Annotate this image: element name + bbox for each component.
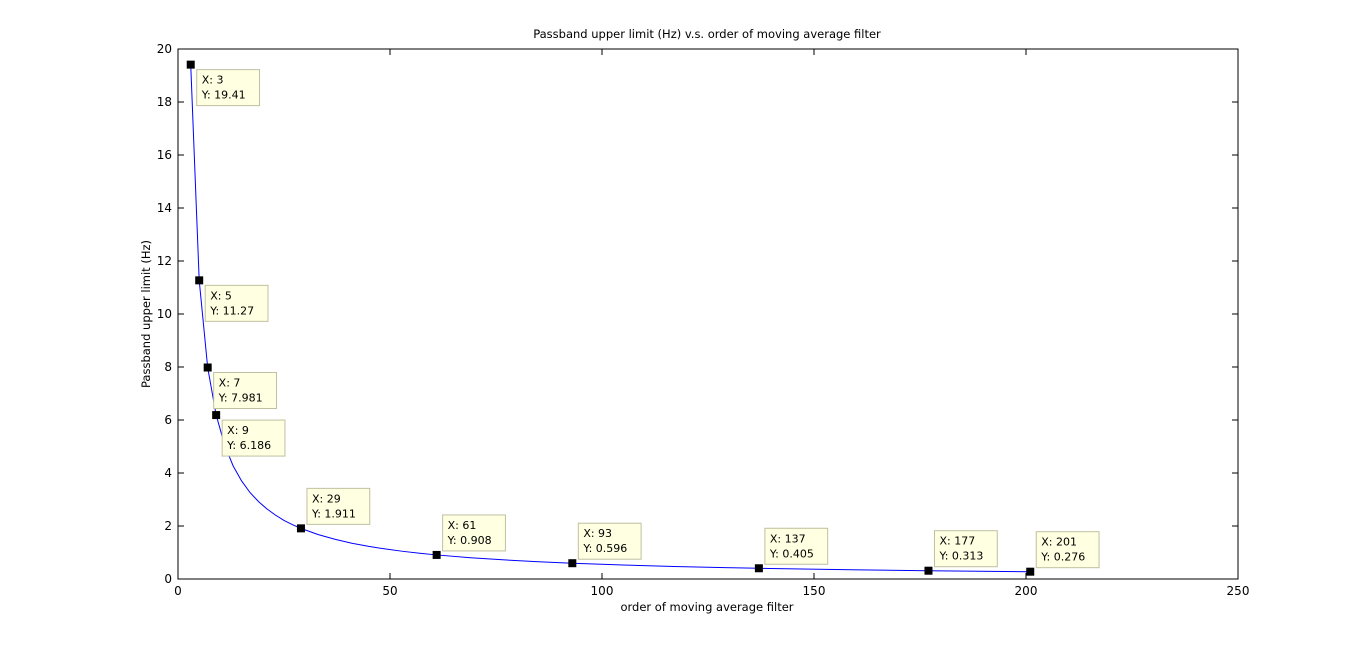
datatip: X: 201 Y: 0.276 bbox=[1026, 531, 1100, 576]
datatip-x-label: X: 3 bbox=[202, 74, 224, 87]
datatip-x-label: X: 29 bbox=[312, 492, 341, 505]
datatip-box bbox=[933, 530, 998, 568]
datatip: X: 9 Y: 6.186 bbox=[212, 411, 286, 457]
datatip-x-label: X: 137 bbox=[770, 532, 806, 545]
y-tick-label: 6 bbox=[164, 413, 172, 427]
series-layer bbox=[190, 64, 1031, 573]
datatip-box bbox=[213, 372, 277, 410]
x-tick-label: 50 bbox=[382, 584, 397, 598]
x-tick-label: 0 bbox=[174, 584, 182, 598]
datatip: X: 29 Y: 1.911 bbox=[296, 487, 371, 533]
series-line bbox=[190, 64, 1031, 573]
datatip-box bbox=[306, 487, 371, 525]
datatip-marker bbox=[924, 566, 933, 575]
datatip-x-label: X: 5 bbox=[210, 289, 232, 302]
x-tick-label: 150 bbox=[803, 584, 826, 598]
datatip-x-label: X: 93 bbox=[583, 527, 612, 540]
datatip-x-label: X: 201 bbox=[1041, 536, 1077, 549]
datatip-x-label: X: 7 bbox=[219, 377, 241, 390]
datatip-marker bbox=[195, 276, 204, 285]
chart-title: Passband upper limit (Hz) v.s. order of … bbox=[533, 27, 881, 41]
datatip-y-label: Y: 0.313 bbox=[938, 550, 983, 563]
datatip: X: 5 Y: 11.27 bbox=[195, 276, 269, 322]
x-tick-label: 250 bbox=[1227, 584, 1250, 598]
datatip-y-label: Y: 0.405 bbox=[769, 547, 814, 560]
x-tick-label: 200 bbox=[1015, 584, 1038, 598]
datatip-marker bbox=[1026, 567, 1035, 576]
datatip-marker bbox=[186, 60, 195, 69]
datatip-marker bbox=[296, 524, 305, 533]
x-tick-label: 100 bbox=[591, 584, 614, 598]
datatip-y-label: Y: 19.41 bbox=[201, 89, 246, 102]
datatip-y-label: Y: 6.186 bbox=[226, 439, 271, 452]
x-axis-label: order of moving average filter bbox=[620, 600, 793, 614]
y-tick-label: 16 bbox=[157, 148, 172, 162]
datatip: X: 93 Y: 0.596 bbox=[568, 522, 642, 568]
datatip-box bbox=[442, 514, 506, 552]
datatip-x-label: X: 61 bbox=[448, 519, 477, 532]
datatip-y-label: Y: 11.27 bbox=[209, 304, 254, 317]
datatip-y-label: Y: 0.908 bbox=[447, 534, 492, 547]
datatip-y-label: Y: 7.981 bbox=[218, 392, 263, 405]
datatip: X: 61 Y: 0.908 bbox=[432, 514, 506, 559]
y-tick-label: 14 bbox=[157, 201, 172, 215]
y-tick-label: 20 bbox=[157, 42, 172, 56]
y-axis-ticks: 0 2 4 6 8 10 12 14 16 18 20 bbox=[157, 42, 1238, 586]
y-tick-label: 4 bbox=[164, 466, 172, 480]
datatip-marker bbox=[432, 550, 441, 559]
y-tick-label: 8 bbox=[164, 360, 172, 374]
datatip-box bbox=[577, 522, 642, 560]
datatip: X: 3 Y: 19.41 bbox=[186, 60, 261, 107]
datatip-x-label: X: 177 bbox=[939, 535, 975, 548]
datatip-box bbox=[196, 69, 261, 107]
y-tick-label: 12 bbox=[157, 254, 172, 268]
datatip-x-label: X: 9 bbox=[227, 424, 249, 437]
y-tick-label: 2 bbox=[164, 519, 172, 533]
datatip-y-label: Y: 1.911 bbox=[311, 507, 356, 520]
datatip: X: 177 Y: 0.313 bbox=[924, 530, 998, 575]
y-tick-label: 10 bbox=[157, 307, 172, 321]
datatip-y-label: Y: 0.596 bbox=[582, 542, 627, 555]
datatip-layer: X: 3 Y: 19.41 X: 5 Y: 11.27 X: 7 Y: 7.981 X: 9… bbox=[186, 60, 1100, 576]
datatip-marker bbox=[754, 564, 763, 573]
y-tick-label: 0 bbox=[164, 572, 172, 586]
y-axis-label: Passband upper limit (Hz) bbox=[139, 240, 153, 388]
datatip-marker bbox=[212, 411, 221, 420]
datatip-y-label: Y: 0.276 bbox=[1040, 551, 1085, 564]
datatip-box bbox=[1035, 531, 1100, 569]
y-tick-label: 18 bbox=[157, 95, 172, 109]
x-axis-ticks: 0 50 100 150 200 250 bbox=[174, 49, 1249, 598]
datatip-box bbox=[221, 419, 286, 457]
datatip-box bbox=[204, 284, 269, 322]
datatip-marker bbox=[568, 559, 577, 568]
datatip: X: 7 Y: 7.981 bbox=[203, 363, 277, 410]
datatip-marker bbox=[203, 363, 212, 372]
datatip-box bbox=[764, 527, 829, 565]
datatip: X: 137 Y: 0.405 bbox=[754, 527, 829, 573]
